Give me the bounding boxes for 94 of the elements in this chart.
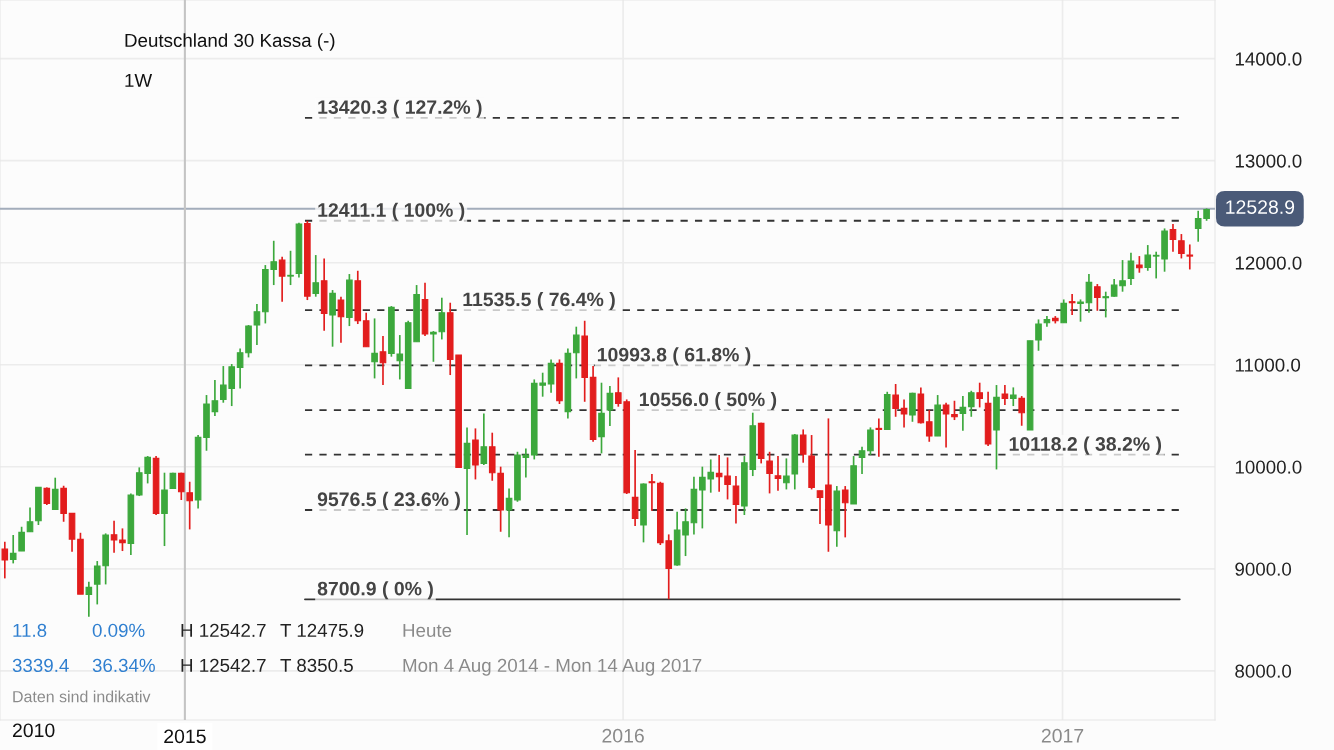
candlestick (942, 401, 950, 449)
candlestick (337, 295, 345, 344)
annotation: 11.8 (13, 623, 47, 638)
ref-line-label: 12411.1 ( 100% ) (318, 202, 465, 221)
candlestick (119, 527, 126, 552)
candlestick (438, 296, 446, 341)
candlestick (161, 471, 168, 547)
candlestick (875, 417, 883, 458)
candlestick (1001, 384, 1009, 406)
candlestick (9, 534, 17, 565)
y-tick-label: 9000.0 (1235, 562, 1292, 576)
y-tick-label: 12000.0 (1235, 256, 1302, 270)
candlestick (1094, 283, 1101, 312)
candlestick (85, 580, 93, 618)
annotation: H 12542.7 (181, 623, 266, 638)
candlestick (841, 485, 849, 539)
y-tick-label: 11000.0 (1235, 358, 1301, 372)
candlestick (774, 455, 782, 492)
candlestick (959, 395, 967, 432)
ref-line-label: 10993.8 ( 61.8% ) (597, 347, 751, 366)
candlestick (783, 457, 790, 491)
candlestick (1169, 223, 1177, 253)
candlestick (1018, 395, 1026, 427)
ref-line-label: 12528.9 (1226, 200, 1295, 214)
candlestick (18, 525, 25, 552)
candlestick (110, 519, 118, 554)
ref-line-label: 10556.0 ( 50% ) (639, 391, 777, 411)
candlestick (1186, 243, 1194, 271)
candlestick (606, 385, 614, 427)
annotation: Mon 4 Aug 2014 - Mon 14 Aug 2017 (403, 658, 702, 676)
x-tick-label: 2017 (1041, 728, 1084, 743)
annotation: T 12475.9 (280, 623, 364, 638)
candlestick (732, 475, 740, 525)
annotation: 3339.4 (12, 658, 69, 673)
candlestick (892, 383, 899, 418)
candlestick (547, 358, 555, 394)
y-tick-label: 10000.0 (1235, 460, 1302, 474)
candlestick (1127, 251, 1135, 286)
candlestick (858, 445, 866, 475)
candlestick (1178, 233, 1185, 260)
candlestick (1068, 293, 1076, 316)
candlestick (371, 317, 378, 380)
text: 2010 (12, 723, 55, 738)
candlestick (480, 412, 488, 466)
candlestick (900, 398, 908, 429)
candlestick (51, 476, 59, 511)
annotation: H 12542.7 (181, 658, 266, 673)
candlestick (1009, 386, 1017, 407)
candlestick (287, 249, 294, 286)
candlestick (177, 471, 185, 501)
candlestick (648, 473, 656, 512)
ref-line-label: 10118.2 ( 38.2% ) (1009, 436, 1162, 455)
candlestick (951, 399, 958, 421)
text: 1W (125, 73, 153, 87)
candlestick (1102, 290, 1110, 319)
candlestick (909, 391, 916, 423)
y-tick-label: 13000.0 (1235, 154, 1302, 168)
annotation: Heute (403, 623, 452, 638)
candlestick (505, 487, 513, 539)
candlestick (312, 254, 320, 298)
candlestick (26, 506, 34, 533)
candlestick (1144, 244, 1152, 272)
candlestick (631, 449, 639, 527)
ref-line-label: 2015 (164, 729, 206, 744)
candlestick (816, 489, 824, 525)
candlestick (379, 335, 387, 386)
text: Deutschland 30 Kassa (-) (125, 33, 335, 51)
candlestick (253, 303, 261, 346)
y-tick-label: 14000.0 (1235, 52, 1302, 66)
candlestick (1060, 298, 1068, 324)
candlestick (1077, 298, 1084, 323)
candlestick (278, 255, 286, 303)
candlestick (766, 450, 773, 495)
candlestick (186, 480, 194, 531)
annotation: 0.09% (92, 623, 145, 638)
y-tick-label: 8000.0 (1235, 664, 1292, 678)
candlestick (430, 330, 437, 363)
candlestick (598, 381, 605, 455)
annotation: 36.34% (92, 658, 155, 673)
candlestick (925, 409, 933, 443)
ref-line-label: 13420.3 ( 127.2% ) (318, 99, 482, 118)
candlestick (867, 426, 874, 456)
annotation: Daten sind indikativ (13, 690, 151, 703)
candlestick (329, 289, 336, 348)
x-tick-label: 2016 (602, 728, 644, 743)
candlestick (799, 428, 807, 464)
candlestick (1, 540, 9, 580)
ref-line-label: 9576.5 ( 23.6% ) (317, 491, 460, 510)
candlestick (967, 389, 975, 418)
candlestick (976, 381, 984, 409)
annotation: T 8350.5 (280, 658, 353, 673)
ref-line-label: 8700.9 ( 0% ) (317, 581, 433, 600)
ref-line-label: 11535.5 ( 76.4% ) (463, 291, 615, 311)
candlestick (572, 325, 580, 380)
